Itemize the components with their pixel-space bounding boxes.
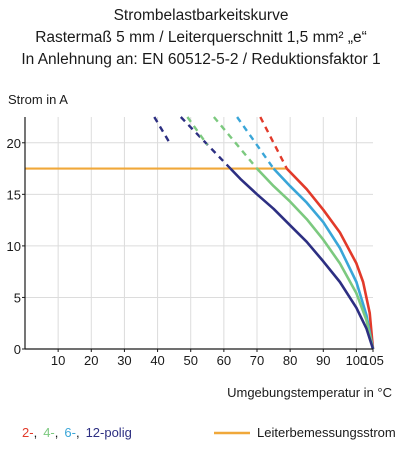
y-tick-label: 10 bbox=[7, 239, 21, 254]
x-tick-label: 60 bbox=[217, 353, 231, 368]
legend-poles: 2-, 4-, 6-, 12-polig bbox=[22, 425, 132, 440]
axes bbox=[22, 117, 374, 352]
chart-title-line-1: Strombelastbarkeitskurve bbox=[113, 7, 289, 24]
legend-pole-6: 6- bbox=[64, 425, 76, 440]
x-tick-label: 20 bbox=[84, 353, 98, 368]
x-tick-label: 70 bbox=[250, 353, 264, 368]
legend-separator: , bbox=[76, 425, 80, 440]
legend-pole-2: 2- bbox=[22, 425, 34, 440]
x-tick-label: 50 bbox=[183, 353, 197, 368]
grid bbox=[25, 117, 373, 349]
x-tick-label: 40 bbox=[150, 353, 164, 368]
chart-subtitle-line-2: Rastermaß 5 mm / Leiterquerschnitt 1,5 m… bbox=[35, 29, 367, 46]
legend-separator: , bbox=[55, 425, 59, 440]
legend-pole-12: 12-polig bbox=[86, 425, 132, 440]
x-tick-label: 100 bbox=[346, 353, 368, 368]
x-tick-label: 10 bbox=[51, 353, 65, 368]
y-tick-label: 5 bbox=[14, 290, 21, 305]
series-dashed-line bbox=[259, 116, 288, 170]
x-axis-label: Umgebungstemperatur in °C bbox=[227, 385, 392, 400]
series-line bbox=[229, 167, 375, 350]
chart-subtitle-line-3: In Anlehnung an: EN 60512-5-2 / Reduktio… bbox=[21, 51, 381, 68]
series-dashed-line bbox=[186, 116, 209, 146]
x-tick-label: 30 bbox=[117, 353, 131, 368]
series-layer bbox=[153, 116, 375, 350]
legend-rated-current-label: Leiterbemessungsstrom bbox=[257, 425, 396, 440]
x-tick-label: 105 bbox=[362, 353, 384, 368]
x-tick-label: 80 bbox=[283, 353, 297, 368]
series-dashed-line bbox=[212, 116, 258, 170]
x-tick-label: 90 bbox=[316, 353, 330, 368]
y-axis-label: Strom in A bbox=[8, 92, 68, 107]
y-tick-label: 15 bbox=[7, 187, 21, 202]
y-tick-label: 20 bbox=[7, 136, 21, 151]
series-line bbox=[256, 167, 375, 350]
series-dashed-line bbox=[153, 116, 172, 146]
series-line bbox=[285, 167, 375, 350]
legend-pole-4: 4- bbox=[43, 425, 55, 440]
series-line bbox=[272, 167, 375, 350]
series-dashed-line bbox=[179, 116, 232, 170]
y-tick-label: 0 bbox=[14, 342, 21, 357]
legend-separator: , bbox=[34, 425, 38, 440]
